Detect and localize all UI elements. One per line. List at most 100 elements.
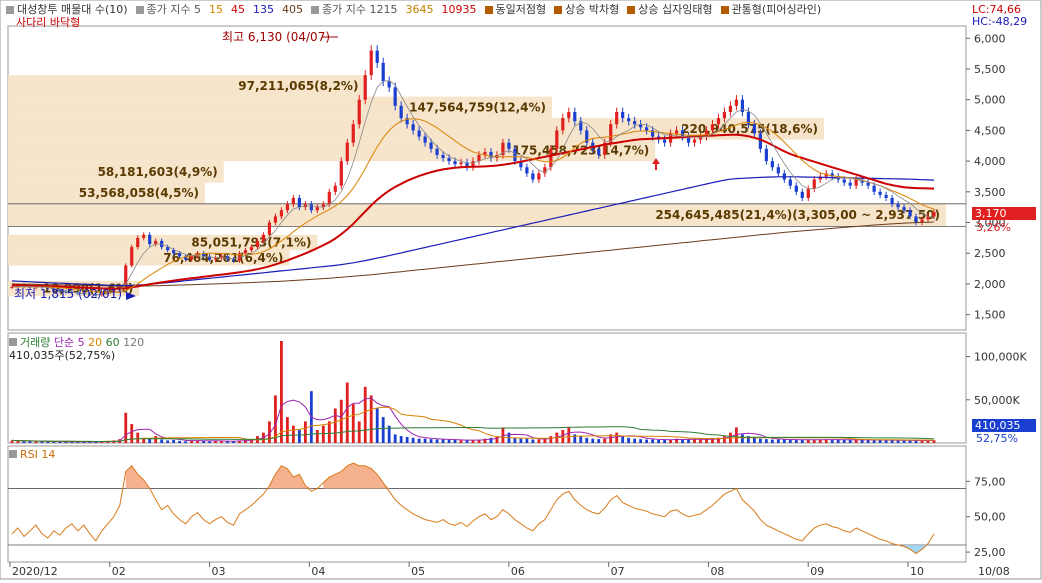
candle-body [154,240,158,245]
volume-bar [268,421,271,443]
volume-bar [794,439,798,443]
candle-body [567,111,571,119]
rsi-tick-label: 25,00 [974,546,1006,559]
legend-box [484,6,493,14]
volume-bar [465,440,469,443]
legend-box [311,6,320,14]
candle-body [381,62,385,82]
volume-bar [854,439,858,443]
candle-body [704,130,709,137]
volume-bar [82,441,86,443]
volume-bar [926,440,930,443]
volume-bar [226,441,229,443]
volume-bar [124,412,128,443]
volume-bar [148,438,152,443]
volume-profile-label: 53,568,058(4,5%) [79,186,199,200]
candle-body [489,151,493,159]
volume-bar [447,439,451,443]
volume-bar [274,395,277,443]
volume-bar [142,437,146,443]
candle-body [764,148,768,162]
volume-bar [369,395,373,443]
legend-box [135,6,144,14]
x-tick-label: 04 [311,565,325,578]
candle-body [148,234,152,245]
volume-bar [519,438,523,443]
volume-bar [327,421,331,443]
volume-bar [489,437,493,443]
volume-bar [747,436,750,443]
candle-body [561,118,565,131]
volume-bar [711,438,714,443]
volume-bar [291,425,295,443]
volume-bar [244,439,247,443]
volume-bar [663,439,666,443]
volume-bar [70,441,74,443]
x-tick-label: 08 [710,565,724,578]
price-tick-label: 4,500 [974,124,1006,137]
candle-body [441,154,445,159]
candle-body [788,179,792,186]
volume-bar [399,436,403,443]
candle-body [405,118,409,125]
candle-body [483,151,487,155]
volume-bar [705,439,708,443]
volume-bar [321,425,325,443]
volume-bar [657,439,660,443]
candle-body [812,179,816,189]
volume-bar [543,438,547,443]
candle-body [58,290,62,292]
rsi-tick-label: 50,00 [974,511,1006,524]
volume-bar [178,440,182,443]
candle-body [746,111,751,125]
lc-label: LC:74,66 [972,3,1022,16]
volume-bar [130,423,134,443]
candle-body [249,247,254,251]
candle-body [345,142,349,162]
candle-body [297,197,301,208]
candle-body [273,216,278,223]
volume-bar [884,440,888,443]
candle-body [698,136,703,140]
candle-body [375,50,379,63]
volume-bar [645,439,649,443]
x-tick-label: 05 [411,565,425,578]
volume-bar [286,417,289,443]
high-annotation: 최고 6,130 (04/07) [222,30,330,44]
volume-legend-box [9,338,17,346]
volume-bar [34,441,38,443]
candle-body [237,253,242,261]
volume-bar [16,440,20,443]
candle-body [309,204,313,211]
candle-body [363,75,367,100]
volume-bar [315,430,319,443]
candle-body [722,111,727,119]
price-tick-label: 5,000 [974,94,1006,107]
volume-bar [387,425,391,443]
ma405-line [11,221,935,287]
rsi-overbought-fill [125,462,390,489]
volume-bar [40,441,44,443]
volume-bar [561,430,565,443]
volume-legend: 거래량 단순 5 20 60 120 [9,334,144,350]
volume-bar [890,440,894,443]
rsi-legend: RSI 14 [9,448,55,461]
candle-body [645,127,649,131]
volume-bar [184,441,188,443]
candle-body [243,250,248,254]
volume-bar [100,441,104,443]
volume-bar [776,439,780,443]
candle-body [549,148,553,168]
candle-body [417,130,421,137]
volume-bar [513,437,517,443]
candle-body [902,207,906,211]
legend-item: 135 [253,3,278,16]
candle-body [64,291,68,293]
candle-body [393,87,397,106]
legend-item: 상승 박차형 [554,3,623,16]
legend-text: 3645 [405,3,434,16]
volume-bar [238,440,241,443]
candle-body [728,105,733,112]
